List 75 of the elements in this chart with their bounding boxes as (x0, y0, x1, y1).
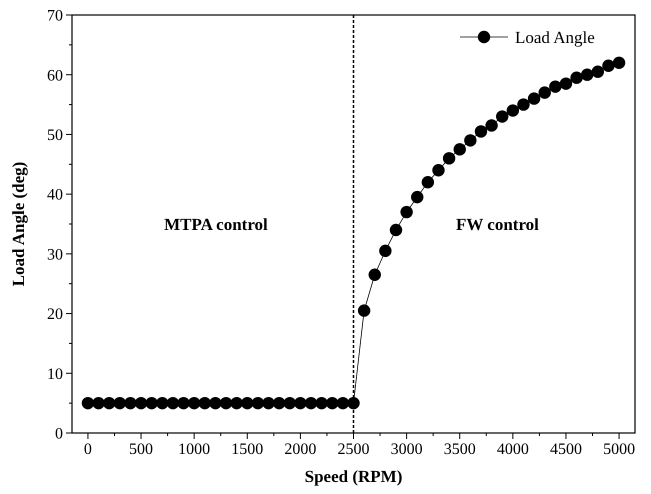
point (230, 396, 243, 410)
point (464, 134, 477, 147)
y-axis-title: Load Angle (deg) (9, 162, 28, 286)
point (294, 396, 307, 410)
point (612, 56, 626, 69)
point (209, 396, 222, 410)
x-tick-label: 1500 (231, 441, 264, 458)
point (347, 396, 360, 410)
x-tick-label: 2500 (338, 441, 370, 458)
point (114, 396, 126, 410)
point (570, 72, 583, 84)
point (102, 396, 116, 410)
point (549, 80, 562, 93)
y-tick-label: 0 (55, 426, 63, 443)
point (368, 268, 381, 281)
x-tick-label: 5000 (603, 441, 636, 458)
point (592, 66, 604, 78)
point (538, 86, 551, 99)
point (581, 68, 594, 81)
point (156, 396, 168, 410)
point (124, 396, 137, 410)
point (358, 304, 370, 317)
point (602, 60, 615, 72)
annotation: FW control (456, 214, 540, 234)
point (82, 396, 94, 410)
point (485, 119, 498, 132)
x-tick-label: 2000 (284, 441, 316, 458)
x-tick-label: 4000 (496, 441, 529, 458)
annotation: MTPA control (164, 214, 268, 234)
point (304, 396, 318, 410)
y-tick-label: 50 (47, 127, 63, 144)
point (284, 396, 296, 410)
point (442, 152, 456, 165)
point (198, 396, 211, 410)
point (241, 396, 254, 410)
x-tick-label: 1000 (178, 441, 210, 458)
point (496, 110, 508, 123)
point (315, 396, 328, 410)
point (411, 190, 424, 204)
point (560, 77, 572, 90)
legend-label: Load Angle (515, 28, 595, 47)
point (220, 396, 232, 410)
point (252, 396, 264, 410)
y-tick-label: 20 (47, 306, 63, 324)
point (517, 98, 530, 111)
point (92, 396, 105, 410)
point (188, 396, 200, 410)
point (272, 396, 286, 410)
x-tick-label: 3500 (444, 441, 476, 458)
point (400, 206, 413, 218)
point (262, 396, 275, 410)
point (166, 396, 180, 410)
x-tick-label: 0 (84, 441, 92, 458)
point (390, 224, 402, 236)
point (432, 164, 445, 176)
x-tick-label: 3000 (390, 441, 423, 458)
point (177, 396, 190, 410)
point (379, 244, 392, 258)
point (474, 125, 488, 138)
point (506, 104, 520, 117)
point (422, 176, 434, 188)
point (326, 396, 338, 410)
y-tick-label: 60 (47, 67, 63, 84)
y-tick-label: 70 (47, 8, 63, 25)
point (134, 396, 148, 410)
point (145, 396, 158, 410)
point (528, 92, 540, 105)
y-tick-label: 10 (47, 366, 63, 383)
y-tick-label: 40 (47, 186, 63, 204)
point (454, 143, 466, 156)
x-tick-label: 4500 (550, 441, 582, 458)
y-tick-label: 30 (47, 246, 63, 264)
point (336, 396, 350, 410)
x-axis-title: Speed (RPM) (304, 467, 402, 486)
x-tick-label: 500 (129, 441, 154, 458)
